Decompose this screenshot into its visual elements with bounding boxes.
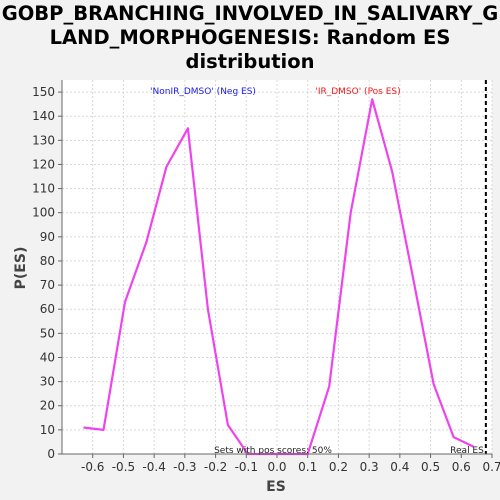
ticks: -0.6 -0.5 -0.4 -0.3 -0.2 -0.1 0.0 0.1 0.2 0.3 0.4 0… <box>32 85 500 474</box>
y-axis-label: P(ES) <box>13 247 29 290</box>
x-tick-label: 0.6 <box>452 460 471 474</box>
x-tick-label: -0.5 <box>112 460 135 474</box>
x-tick-label: -0.3 <box>173 460 196 474</box>
chart-title-line-2: LAND_MORPHOGENESIS: Random ES <box>49 26 451 49</box>
chart-title-line-1: GOBP_BRANCHING_INVOLVED_IN_SALIVARY_G <box>1 2 499 25</box>
x-tick-label: -0.6 <box>81 460 104 474</box>
annotations: Real ES 'NonIR_DMSO' (Neg ES) 'IR_DMSO' (P… <box>150 80 487 456</box>
y-tick-label: 70 <box>40 278 55 292</box>
x-tick-label: 0.3 <box>360 460 379 474</box>
y-tick-label: 10 <box>40 423 55 437</box>
pos-scores-label: Sets with pos scores: 50% <box>214 446 332 456</box>
y-tick-label: 130 <box>32 133 55 147</box>
plot-area <box>62 80 492 454</box>
x-axis-label: ES <box>266 479 286 495</box>
y-tick-label: 110 <box>32 182 55 196</box>
pos-es-label: 'IR_DMSO' (Pos ES) <box>315 87 400 97</box>
x-tick-label: 0.5 <box>421 460 440 474</box>
y-tick-label: 140 <box>32 109 55 123</box>
y-tick-label: 60 <box>40 302 55 316</box>
neg-es-label: 'NonIR_DMSO' (Neg ES) <box>150 87 256 97</box>
y-tick-label: 0 <box>47 447 55 461</box>
chart-title: GOBP_BRANCHING_INVOLVED_IN_SALIVARY_G LA… <box>0 2 500 74</box>
y-tick-label: 40 <box>40 350 55 364</box>
x-tick-label: 0.1 <box>298 460 317 474</box>
y-tick-label: 90 <box>40 230 55 244</box>
y-tick-label: 150 <box>32 85 55 99</box>
x-tick-label: -0.2 <box>204 460 227 474</box>
y-tick-label: 120 <box>32 157 55 171</box>
chart-title-line-3: distribution <box>185 50 315 73</box>
real-es-label: Real ES <box>450 446 484 456</box>
x-tick-label: -0.4 <box>142 460 165 474</box>
x-tick-label: 0.7 <box>482 460 500 474</box>
x-tick-label: 0.4 <box>390 460 409 474</box>
y-tick-label: 20 <box>40 399 55 413</box>
y-tick-label: 50 <box>40 326 55 340</box>
x-tick-label: 0.2 <box>329 460 348 474</box>
y-tick-label: 100 <box>32 206 55 220</box>
y-tick-label: 80 <box>40 254 55 268</box>
x-tick-label: 0.0 <box>267 460 286 474</box>
y-tick-label: 30 <box>40 375 55 389</box>
x-tick-label: -0.1 <box>235 460 258 474</box>
